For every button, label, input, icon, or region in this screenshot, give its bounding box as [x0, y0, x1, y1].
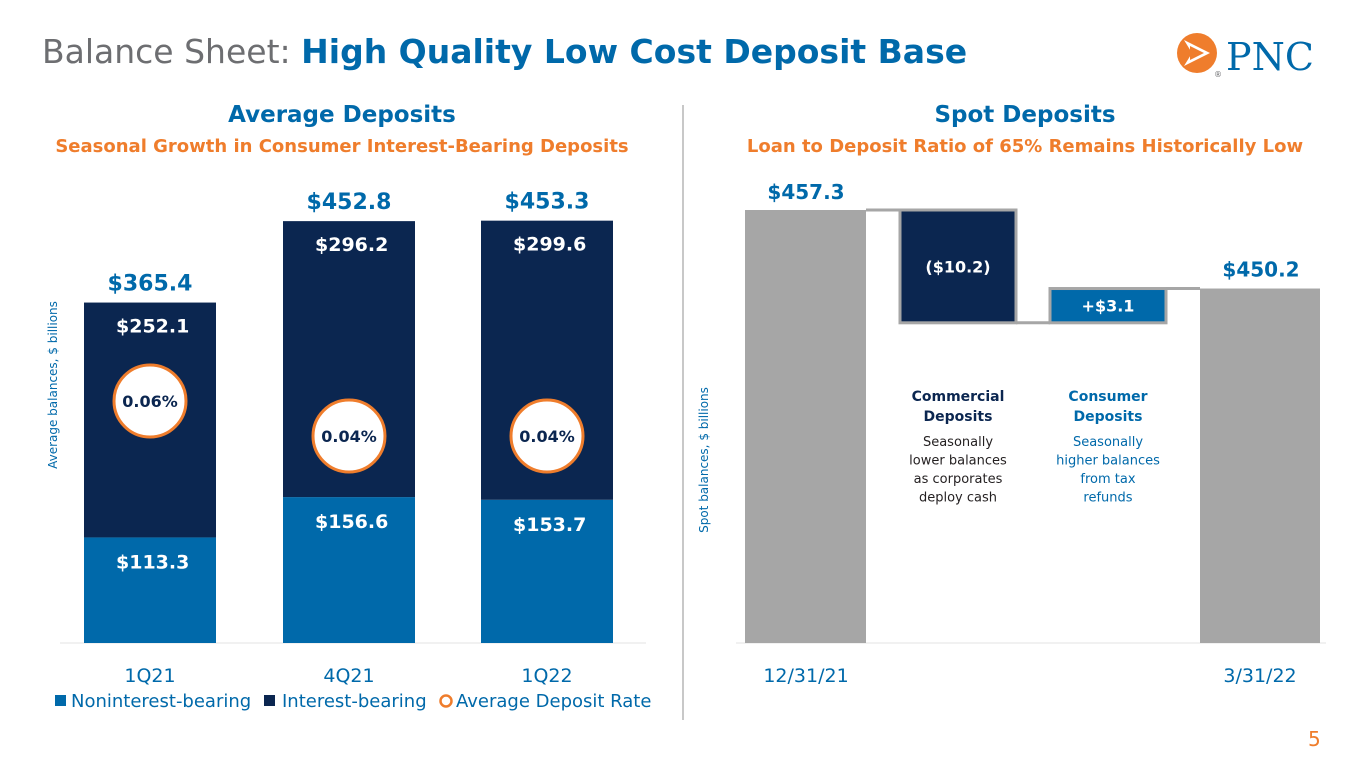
step-2-note-line-1: Seasonally [1073, 435, 1143, 450]
legend-label-noninterest: Noninterest-bearing [71, 691, 251, 712]
bar-step-2 [1048, 287, 1168, 325]
legend-label-interest: Interest-bearing [282, 691, 427, 712]
legend-marker-rate [439, 694, 453, 708]
y-axis-label: Average balances, $ billions [46, 301, 60, 469]
label-total-1q22: $453.3 [505, 190, 590, 215]
bar-start [745, 210, 866, 643]
legend-swatch-interest [264, 695, 275, 706]
pnc-logo-mark-icon [1177, 33, 1217, 73]
category-label-1q22: 1Q22 [521, 665, 572, 687]
label-noninterest-4q21: $156.6 [315, 511, 388, 533]
left-chart-subtitle: Seasonal Growth in Consumer Interest-Bea… [55, 136, 629, 157]
bar-noninterest-1q22 [481, 499, 613, 643]
label-noninterest-1q21: $113.3 [116, 551, 189, 573]
step-2-note-line-3: from tax [1080, 472, 1135, 487]
spot-deposits-chart: $457.3 12/31/21 ($10.2) Commercial Deposits S… [697, 180, 1326, 687]
label-step-2: +$3.1 [1082, 297, 1135, 316]
bar-end [1200, 288, 1320, 643]
panel-divider [682, 105, 684, 720]
logo-text: PNC [1226, 35, 1314, 79]
pnc-logo: PNC ® [1176, 32, 1336, 84]
rate-label-1q22: 0.04% [519, 427, 575, 446]
step-1-note-line-1: Seasonally [923, 435, 993, 450]
step-2-note-line-4: refunds [1083, 491, 1132, 506]
category-label-start: 12/31/21 [763, 665, 848, 687]
bar-noninterest-1q21 [84, 537, 216, 643]
page-number: 5 [1308, 727, 1321, 751]
bar-noninterest-4q21 [283, 497, 415, 643]
step-1-note-line-4: deploy cash [919, 491, 997, 506]
rate-label-1q21: 0.06% [122, 392, 178, 411]
title-prefix: Balance Sheet: [42, 32, 291, 71]
label-total-1q21: $365.4 [108, 272, 193, 297]
label-noninterest-1q22: $153.7 [513, 514, 586, 536]
title-main: High Quality Low Cost Deposit Base [301, 32, 968, 71]
bar-step-1 [898, 208, 1018, 325]
step-1-name-line-1: Commercial [912, 389, 1005, 405]
label-step-1: ($10.2) [925, 257, 990, 276]
step-2-name-line-2: Deposits [1074, 409, 1143, 425]
legend-label-rate: Average Deposit Rate [456, 691, 651, 712]
rate-circle-4q21 [311, 398, 387, 474]
label-interest-1q22: $299.6 [513, 234, 586, 256]
right-chart-title: Spot Deposits [934, 102, 1116, 128]
page-title: Balance Sheet: High Quality Low Cost Dep… [42, 32, 967, 71]
legend-swatch-noninterest [55, 695, 66, 706]
y-axis-label: Spot balances, $ billions [697, 387, 711, 533]
average-deposits-chart: $113.3 $252.1 $365.4 0.06% 1Q21 $156.6 $296.2 $… [46, 190, 651, 712]
label-total-4q21: $452.8 [307, 190, 392, 215]
label-end-value: $450.2 [1222, 258, 1299, 282]
rate-label-4q21: 0.04% [321, 427, 377, 446]
category-label-end: 3/31/22 [1223, 665, 1296, 687]
logo-registered: ® [1214, 70, 1222, 79]
label-start-value: $457.3 [767, 180, 844, 204]
label-interest-4q21: $296.2 [315, 234, 388, 256]
rate-circle-1q21 [112, 363, 188, 439]
step-1-note-line-2: lower balances [909, 454, 1007, 469]
step-1-name-line-2: Deposits [924, 409, 993, 425]
left-chart-title: Average Deposits [228, 102, 456, 128]
category-label-1q21: 1Q21 [124, 665, 175, 687]
category-label-4q21: 4Q21 [323, 665, 374, 687]
rate-circle-1q22 [509, 398, 585, 474]
step-1-note-line-3: as corporates [914, 472, 1003, 487]
label-interest-1q21: $252.1 [116, 316, 189, 338]
step-2-note-line-2: higher balances [1056, 454, 1160, 469]
right-chart-subtitle: Loan to Deposit Ratio of 65% Remains His… [746, 136, 1304, 157]
step-2-name-line-1: Consumer [1068, 389, 1147, 405]
